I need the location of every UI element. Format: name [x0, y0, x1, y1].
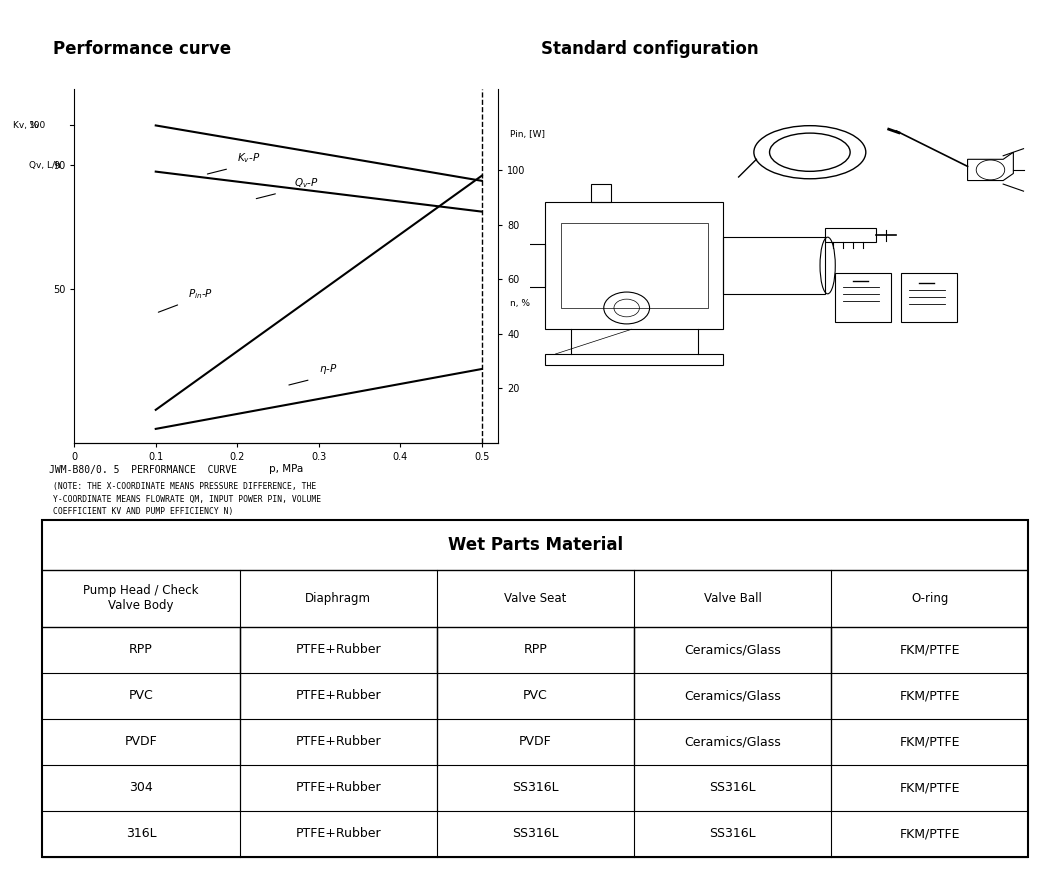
Text: PVC: PVC [523, 689, 548, 702]
Text: FKM/PTFE: FKM/PTFE [899, 689, 960, 702]
Text: 316L: 316L [126, 827, 156, 840]
Text: Performance curve: Performance curve [53, 40, 231, 58]
Text: Ceramics/Glass: Ceramics/Glass [684, 643, 781, 656]
Text: O-ring: O-ring [911, 592, 949, 604]
Text: Ceramics/Glass: Ceramics/Glass [684, 735, 781, 748]
Text: RPP: RPP [524, 643, 547, 656]
Text: Valve Seat: Valve Seat [505, 592, 566, 604]
Text: $\eta$-P: $\eta$-P [319, 363, 337, 376]
Text: SS316L: SS316L [709, 827, 756, 840]
Text: JWM-B80/0. 5  PERFORMANCE  CURVE: JWM-B80/0. 5 PERFORMANCE CURVE [49, 465, 237, 474]
Text: PTFE+Rubber: PTFE+Rubber [296, 781, 381, 794]
Text: Diaphragm: Diaphragm [305, 592, 371, 604]
Text: SS316L: SS316L [709, 781, 756, 794]
Text: RPP: RPP [129, 643, 153, 656]
Text: FKM/PTFE: FKM/PTFE [899, 781, 960, 794]
Text: Pin, [W]: Pin, [W] [511, 130, 546, 139]
Text: Wet Parts Material: Wet Parts Material [447, 536, 623, 554]
Text: FKM/PTFE: FKM/PTFE [899, 643, 960, 656]
Text: 304: 304 [129, 781, 153, 794]
Text: $K_v$-P: $K_v$-P [237, 151, 261, 165]
Text: PTFE+Rubber: PTFE+Rubber [296, 735, 381, 748]
Text: Pump Head / Check
Valve Body: Pump Head / Check Valve Body [84, 584, 198, 612]
Text: Ceramics/Glass: Ceramics/Glass [684, 689, 781, 702]
Text: Kv, %: Kv, % [13, 121, 38, 130]
Text: PTFE+Rubber: PTFE+Rubber [296, 643, 381, 656]
Text: PTFE+Rubber: PTFE+Rubber [296, 827, 381, 840]
Text: 100: 100 [30, 121, 47, 130]
Text: $P_{in}$-P: $P_{in}$-P [189, 287, 213, 301]
Text: n, %: n, % [511, 299, 530, 309]
Text: PTFE+Rubber: PTFE+Rubber [296, 689, 381, 702]
Text: PVC: PVC [128, 689, 154, 702]
Text: SS316L: SS316L [512, 781, 559, 794]
Text: PVDF: PVDF [519, 735, 551, 748]
Text: $Q_v$-P: $Q_v$-P [295, 176, 319, 190]
Text: FKM/PTFE: FKM/PTFE [899, 827, 960, 840]
Text: Qv, L/h: Qv, L/h [30, 161, 61, 170]
Text: Valve Ball: Valve Ball [704, 592, 761, 604]
Text: PVDF: PVDF [125, 735, 157, 748]
X-axis label: p, MPa: p, MPa [269, 465, 303, 474]
Text: SS316L: SS316L [512, 827, 559, 840]
Text: (NOTE: THE X-COORDINATE MEANS PRESSURE DIFFERENCE, THE
Y-COORDINATE MEANS FLOWRA: (NOTE: THE X-COORDINATE MEANS PRESSURE D… [53, 482, 321, 516]
Text: FKM/PTFE: FKM/PTFE [899, 735, 960, 748]
Text: Standard configuration: Standard configuration [541, 40, 758, 58]
